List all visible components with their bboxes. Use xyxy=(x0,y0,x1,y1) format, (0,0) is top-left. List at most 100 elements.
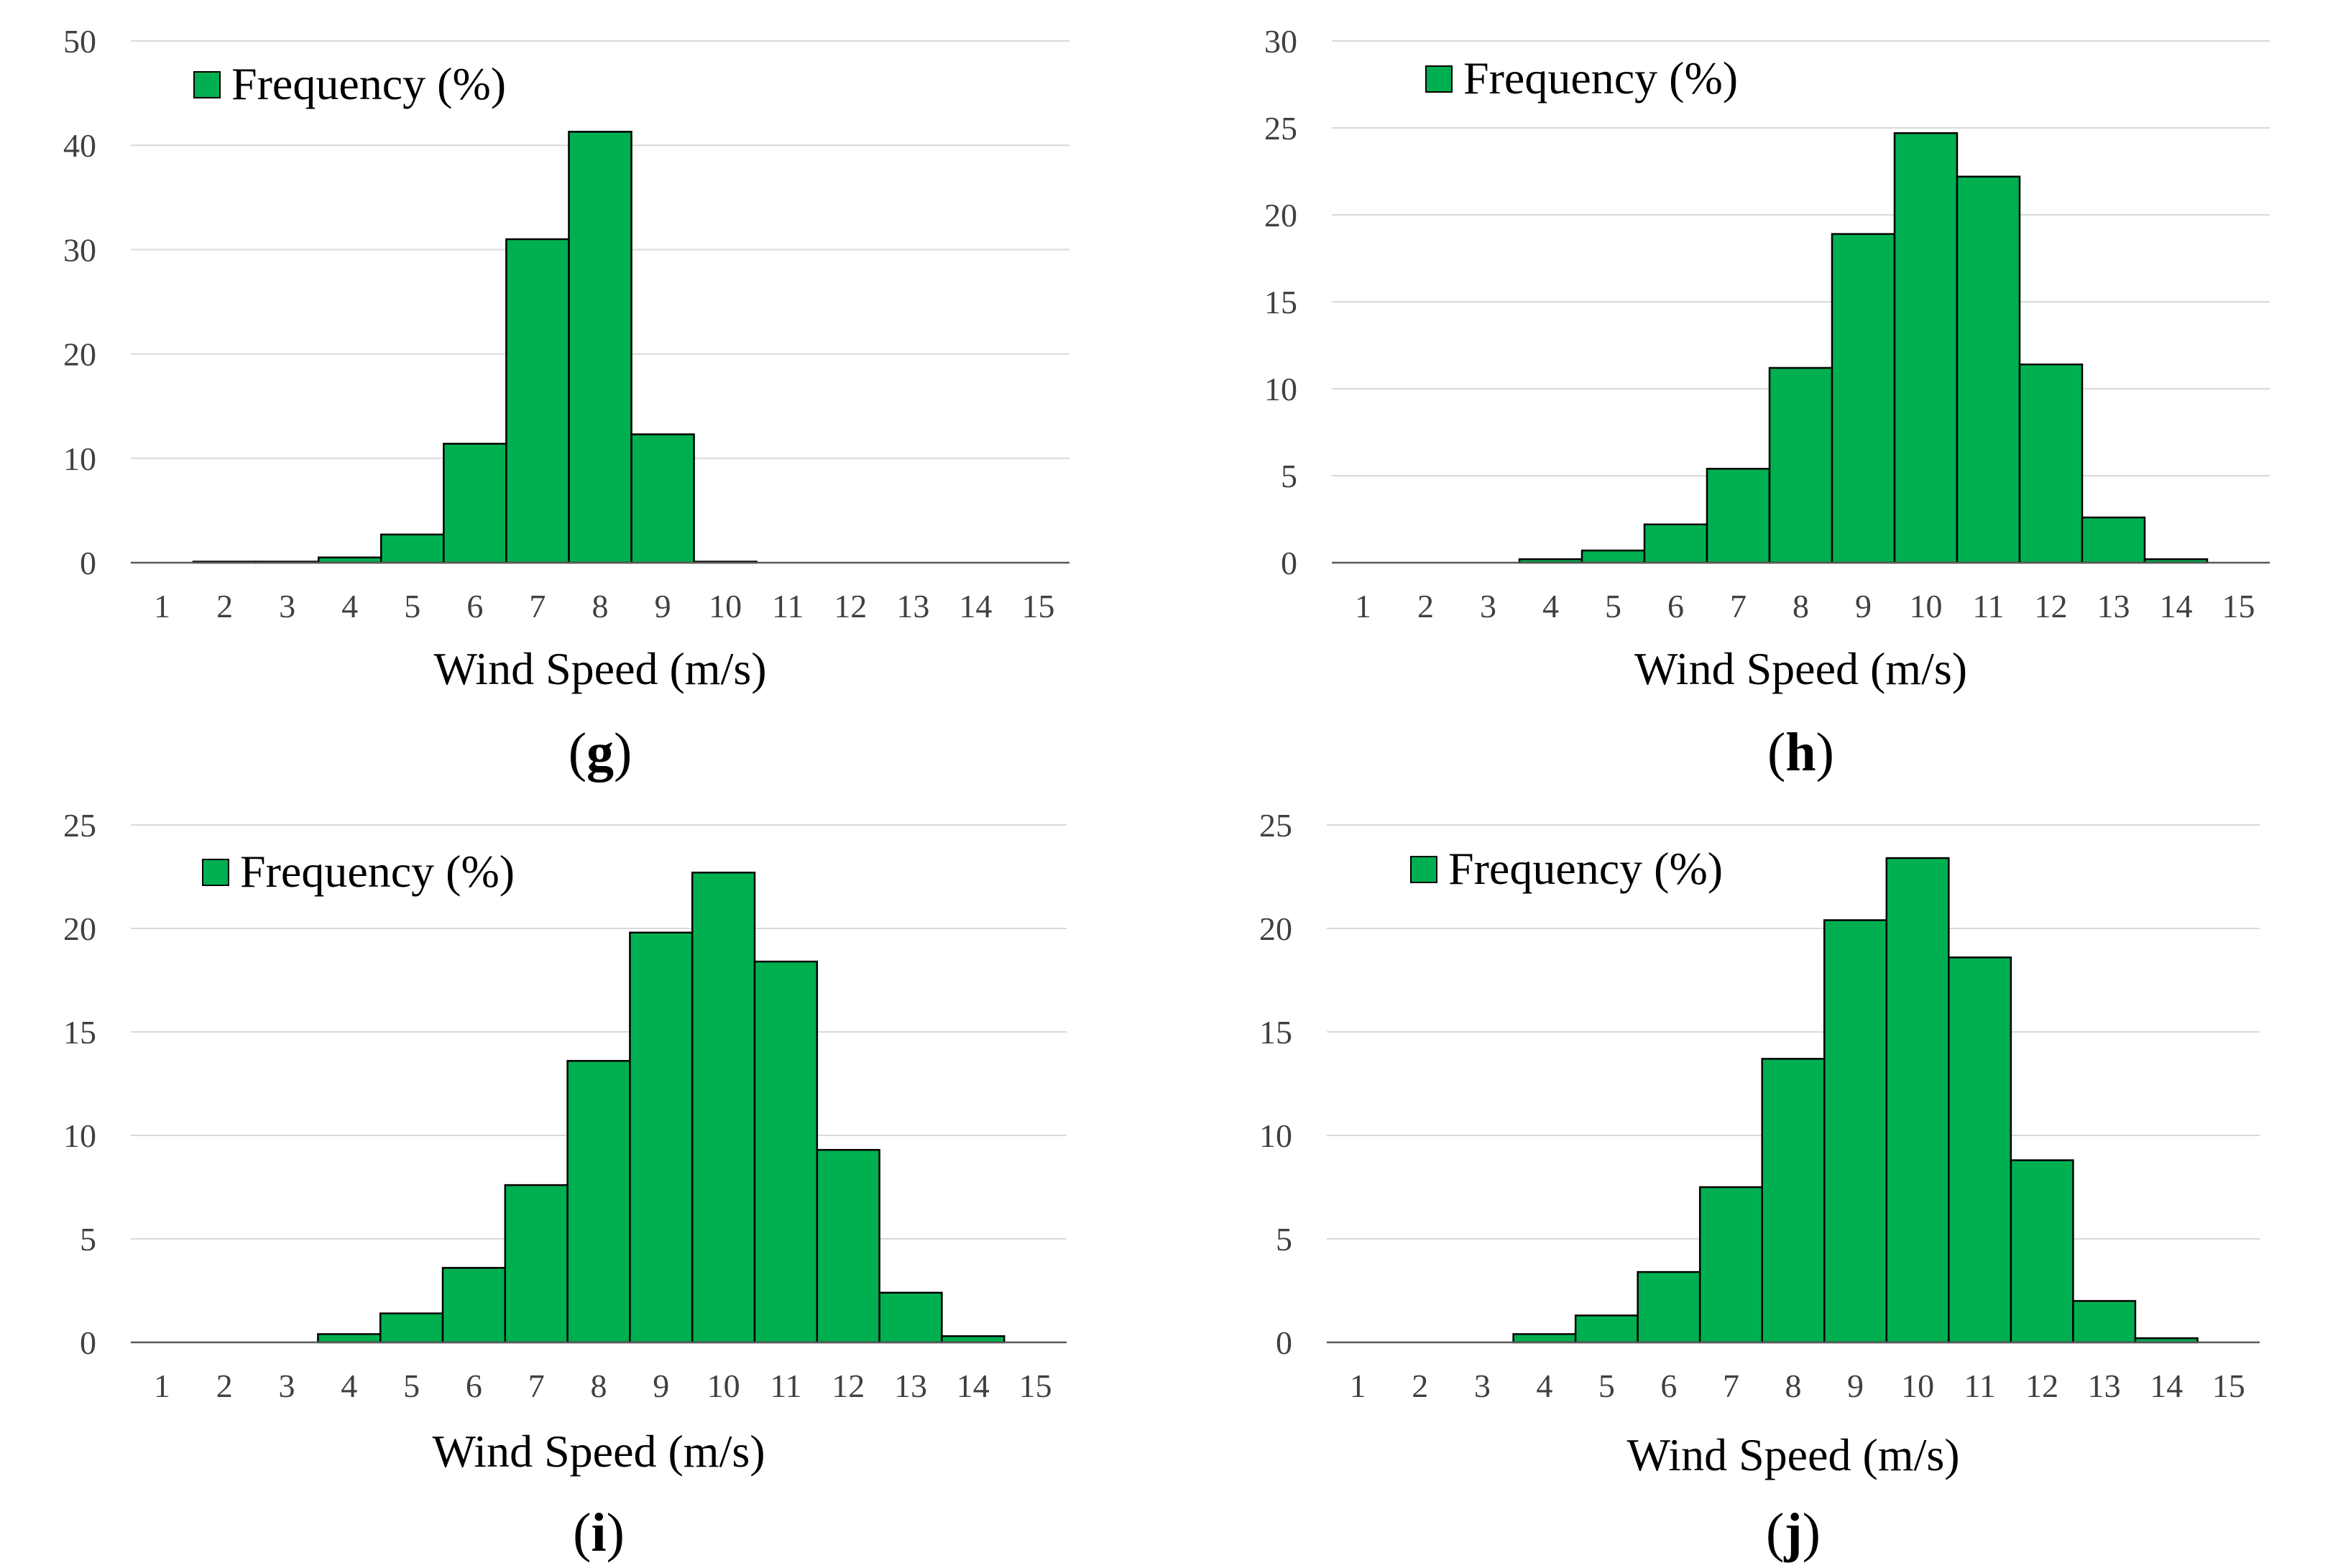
x-tick-label: 10 xyxy=(1910,588,1943,624)
bar-6 xyxy=(441,1267,507,1344)
bar-11 xyxy=(1956,175,2021,564)
x-tick-label: 14 xyxy=(2160,588,2193,624)
x-tick-label: 15 xyxy=(2212,1368,2245,1404)
y-tick-label: 10 xyxy=(1259,1117,1292,1154)
x-tick-label: 13 xyxy=(896,588,929,624)
x-tick-label: 1 xyxy=(1350,1368,1366,1404)
x-tick-label: 3 xyxy=(279,1368,295,1404)
x-tick-label: 14 xyxy=(2150,1368,2183,1404)
x-tick-label: 2 xyxy=(216,588,233,624)
y-tick-label: 15 xyxy=(63,1014,96,1051)
panel-caption: (i) xyxy=(573,1503,625,1563)
x-tick-label: 4 xyxy=(1536,1368,1552,1404)
x-tick-label: 10 xyxy=(1901,1368,1934,1404)
y-tick-label: 0 xyxy=(1281,545,1297,581)
x-tick-label: 7 xyxy=(528,1368,545,1404)
x-tick-label: 15 xyxy=(2222,588,2255,624)
x-tick-label: 8 xyxy=(1785,1368,1802,1404)
bar-11 xyxy=(753,960,819,1344)
legend-swatch xyxy=(202,859,229,886)
caption-close-paren: ) xyxy=(614,722,632,783)
y-tick-label: 0 xyxy=(1276,1324,1292,1361)
bar-13 xyxy=(2081,516,2146,564)
x-tick-label: 4 xyxy=(1542,588,1559,624)
bar-8 xyxy=(566,1060,631,1344)
bar-12 xyxy=(816,1148,880,1344)
x-tick-label: 15 xyxy=(1019,1368,1052,1404)
y-tick-label: 20 xyxy=(1259,910,1292,947)
bar-4 xyxy=(1512,1333,1577,1344)
x-tick-label: 11 xyxy=(772,588,804,624)
bar-5 xyxy=(1574,1314,1639,1344)
x-axis-label: Wind Speed (m/s) xyxy=(433,643,766,694)
bar-12 xyxy=(2010,1159,2074,1344)
y-tick-label: 0 xyxy=(80,1324,96,1361)
bar-6 xyxy=(1637,1270,1701,1344)
panel-caption: (g) xyxy=(569,722,632,783)
x-tick-label: 2 xyxy=(216,1368,233,1404)
x-tick-label: 3 xyxy=(1474,1368,1491,1404)
panel-caption: (j) xyxy=(1766,1503,1821,1563)
y-tick-label: 5 xyxy=(1281,458,1297,494)
x-tick-label: 1 xyxy=(154,1368,170,1404)
x-tick-label: 10 xyxy=(707,1368,740,1404)
y-tick-label: 20 xyxy=(1264,197,1297,234)
bar-6 xyxy=(1643,523,1708,564)
caption-open-paren: ( xyxy=(1767,722,1785,783)
y-tick-label: 10 xyxy=(63,1117,96,1154)
y-tick-label: 10 xyxy=(1264,371,1297,407)
x-tick-label: 11 xyxy=(1964,1368,1995,1404)
x-tick-label: 13 xyxy=(2097,588,2130,624)
x-tick-label: 11 xyxy=(770,1368,801,1404)
x-tick-label: 13 xyxy=(894,1368,927,1404)
x-tick-label: 8 xyxy=(1793,588,1809,624)
bar-7 xyxy=(505,238,570,564)
bar-10 xyxy=(1893,132,1959,564)
x-tick-label: 14 xyxy=(959,588,992,624)
x-tick-label: 5 xyxy=(1598,1368,1615,1404)
x-tick-label: 15 xyxy=(1021,588,1054,624)
x-tick-label: 3 xyxy=(1480,588,1496,624)
y-tick-label: 25 xyxy=(1264,110,1297,147)
x-tick-label: 9 xyxy=(653,1368,669,1404)
x-tick-label: 9 xyxy=(1855,588,1872,624)
legend-label: Frequency (%) xyxy=(231,58,506,109)
bar-5 xyxy=(1580,549,1646,564)
legend-swatch xyxy=(1410,856,1437,883)
x-tick-label: 12 xyxy=(832,1368,865,1404)
x-tick-label: 6 xyxy=(466,1368,482,1404)
x-tick-label: 12 xyxy=(2025,1368,2058,1404)
x-tick-label: 12 xyxy=(2035,588,2068,624)
caption-close-paren: ) xyxy=(1803,1503,1821,1563)
x-tick-label: 14 xyxy=(957,1368,990,1404)
bar-8 xyxy=(568,131,632,564)
legend-label: Frequency (%) xyxy=(1463,52,1738,103)
bar-10 xyxy=(1885,857,1950,1344)
bar-14 xyxy=(941,1335,1006,1344)
x-tick-label: 2 xyxy=(1417,588,1434,624)
x-tick-label: 7 xyxy=(529,588,546,624)
bar-7 xyxy=(1706,468,1771,564)
bar-9 xyxy=(629,931,694,1344)
caption-letter: j xyxy=(1783,1503,1802,1563)
x-tick-label: 13 xyxy=(2088,1368,2121,1404)
x-tick-label: 4 xyxy=(341,1368,357,1404)
bar-9 xyxy=(1823,919,1888,1344)
bar-6 xyxy=(443,443,507,564)
y-tick-label: 5 xyxy=(80,1221,96,1258)
bar-8 xyxy=(1761,1058,1826,1344)
y-tick-label: 10 xyxy=(63,441,96,477)
x-tick-label: 3 xyxy=(279,588,295,624)
y-tick-label: 0 xyxy=(80,545,96,581)
bar-7 xyxy=(504,1184,569,1344)
bar-7 xyxy=(1698,1186,1763,1344)
bar-5 xyxy=(380,533,445,564)
bar-12 xyxy=(2018,363,2084,564)
y-tick-label: 5 xyxy=(1276,1221,1292,1258)
x-tick-label: 10 xyxy=(709,588,742,624)
x-tick-label: 12 xyxy=(834,588,867,624)
legend-label: Frequency (%) xyxy=(1448,843,1723,894)
bar-9 xyxy=(630,433,695,564)
